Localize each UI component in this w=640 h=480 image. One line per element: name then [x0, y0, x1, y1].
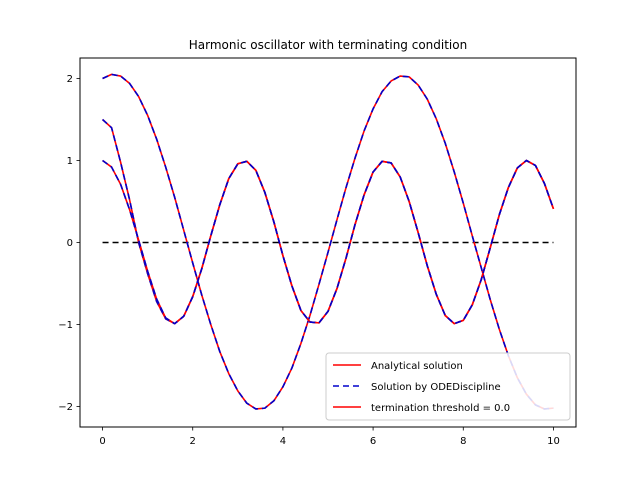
legend: Analytical solution Solution by ODEDiscip… — [325, 352, 571, 421]
x-tick-label: 0 — [99, 436, 105, 447]
legend-label: termination threshold = 0.0 — [371, 403, 510, 414]
x-tick-label: 2 — [190, 436, 196, 447]
x-tick-label: 4 — [280, 436, 286, 447]
ode-discipline-line-curve-c — [102, 159, 555, 325]
y-tick-label: 0 — [67, 238, 73, 249]
chart-title: Harmonic oscillator with terminating con… — [189, 38, 467, 52]
y-tick-label: −2 — [58, 402, 73, 413]
plot-area — [102, 73, 555, 410]
x-tick-label: 10 — [547, 436, 560, 447]
x-tick-label: 6 — [370, 436, 376, 447]
ode-discipline-line-curve-a — [102, 73, 554, 410]
axes-frame — [79, 57, 577, 428]
y-tick-label: 2 — [67, 74, 73, 85]
legend-label: Solution by ODEDiscipline — [371, 382, 501, 393]
axis-ticks: 0 2 4 6 8 10 −2 −1 0 1 2 — [58, 74, 560, 447]
legend-box — [325, 352, 571, 421]
y-tick-label: 1 — [67, 156, 73, 167]
x-tick-label: 8 — [460, 436, 466, 447]
legend-label: Analytical solution — [371, 361, 463, 372]
y-tick-label: −1 — [58, 320, 73, 331]
